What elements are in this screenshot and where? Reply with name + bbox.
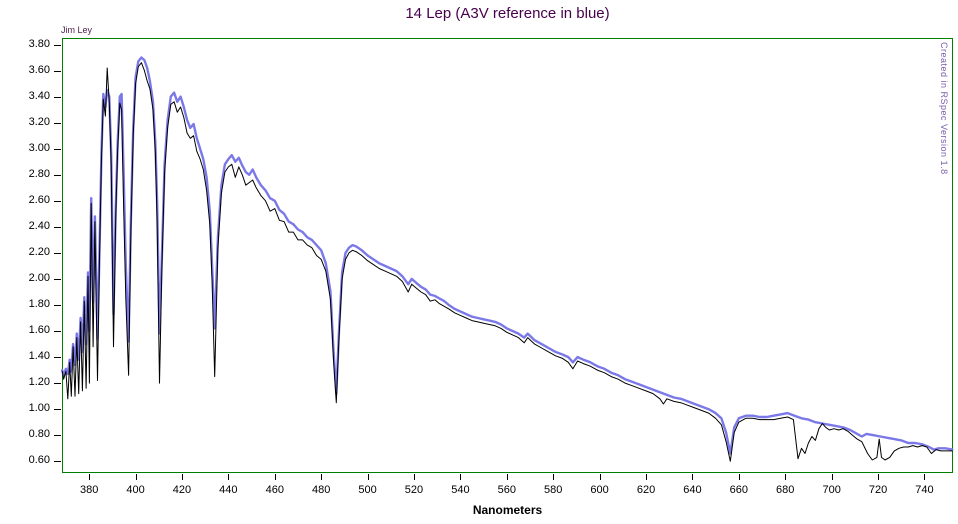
x-tick-label: 500 [358,484,377,496]
x-tick-label: 560 [497,484,516,496]
x-tick-label: 400 [126,484,145,496]
y-tick-label: 2.20 [28,245,50,258]
x-tick-label: 480 [311,484,331,496]
y-tick-label: 0.60 [28,454,50,467]
y-tick-label: 2.60 [28,193,50,206]
watermark-label: Created in RSpec Version 1.8 [939,42,949,175]
series-line-a3v-reference [61,56,954,455]
x-tick-label: 660 [729,484,748,496]
author-label: Jim Ley [61,25,93,35]
y-tick-label: 2.80 [28,167,50,180]
x-tick-label: 600 [590,484,609,496]
page-title: 14 Lep (A3V reference in blue) [405,5,610,22]
plot-frame [62,38,953,473]
y-tick-label: 2.40 [28,219,50,232]
series-line-14-lep [61,62,953,462]
y-tick-label: 1.60 [28,324,50,337]
x-axis-title: Nanometers [472,503,543,517]
x-tick-label: 680 [776,484,795,496]
y-tick-label: 3.60 [28,63,50,76]
x-tick-label: 540 [451,484,470,496]
y-tick-label: 3.80 [28,37,50,50]
x-tick-label: 380 [79,484,99,496]
y-tick-label: 3.00 [28,141,50,154]
x-tick-label: 720 [868,484,888,496]
x-tick-label: 700 [822,484,841,496]
x-tick-label: 460 [265,484,284,496]
y-tick-label: 0.80 [28,428,50,441]
y-tick-label: 1.80 [28,297,50,310]
y-tick-label: 3.20 [28,115,50,128]
x-tick-label: 640 [683,484,702,496]
y-tick-label: 1.40 [28,350,50,363]
x-tick-label: 620 [636,484,656,496]
x-tick-label: 520 [404,484,424,496]
x-tick-label: 580 [544,484,563,496]
y-tick-label: 1.00 [28,402,50,415]
x-tick-label: 420 [172,484,192,496]
x-tick-label: 740 [915,484,934,496]
x-tick-label: 440 [219,484,238,496]
y-tick-label: 1.20 [28,376,50,389]
y-tick-label: 2.00 [28,271,50,284]
y-tick-label: 3.40 [28,89,50,102]
